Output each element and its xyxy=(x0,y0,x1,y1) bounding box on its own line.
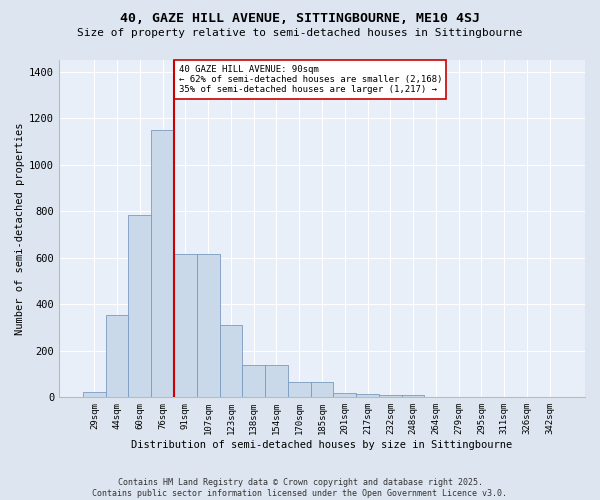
Text: 40, GAZE HILL AVENUE, SITTINGBOURNE, ME10 4SJ: 40, GAZE HILL AVENUE, SITTINGBOURNE, ME1… xyxy=(120,12,480,26)
Bar xyxy=(242,365,265,398)
Bar xyxy=(151,130,174,398)
Bar xyxy=(128,214,151,398)
Bar xyxy=(379,395,402,398)
Bar xyxy=(174,254,197,398)
Text: Size of property relative to semi-detached houses in Sittingbourne: Size of property relative to semi-detach… xyxy=(77,28,523,38)
Bar xyxy=(197,254,220,398)
Bar xyxy=(83,392,106,398)
Bar xyxy=(356,394,379,398)
Bar xyxy=(334,392,356,398)
Bar xyxy=(311,382,334,398)
Bar xyxy=(402,395,424,398)
Bar xyxy=(288,382,311,398)
Bar xyxy=(220,325,242,398)
X-axis label: Distribution of semi-detached houses by size in Sittingbourne: Distribution of semi-detached houses by … xyxy=(131,440,512,450)
Bar xyxy=(265,365,288,398)
Y-axis label: Number of semi-detached properties: Number of semi-detached properties xyxy=(15,122,25,335)
Text: Contains HM Land Registry data © Crown copyright and database right 2025.
Contai: Contains HM Land Registry data © Crown c… xyxy=(92,478,508,498)
Text: 40 GAZE HILL AVENUE: 90sqm
← 62% of semi-detached houses are smaller (2,168)
35%: 40 GAZE HILL AVENUE: 90sqm ← 62% of semi… xyxy=(179,64,442,94)
Bar xyxy=(106,314,128,398)
